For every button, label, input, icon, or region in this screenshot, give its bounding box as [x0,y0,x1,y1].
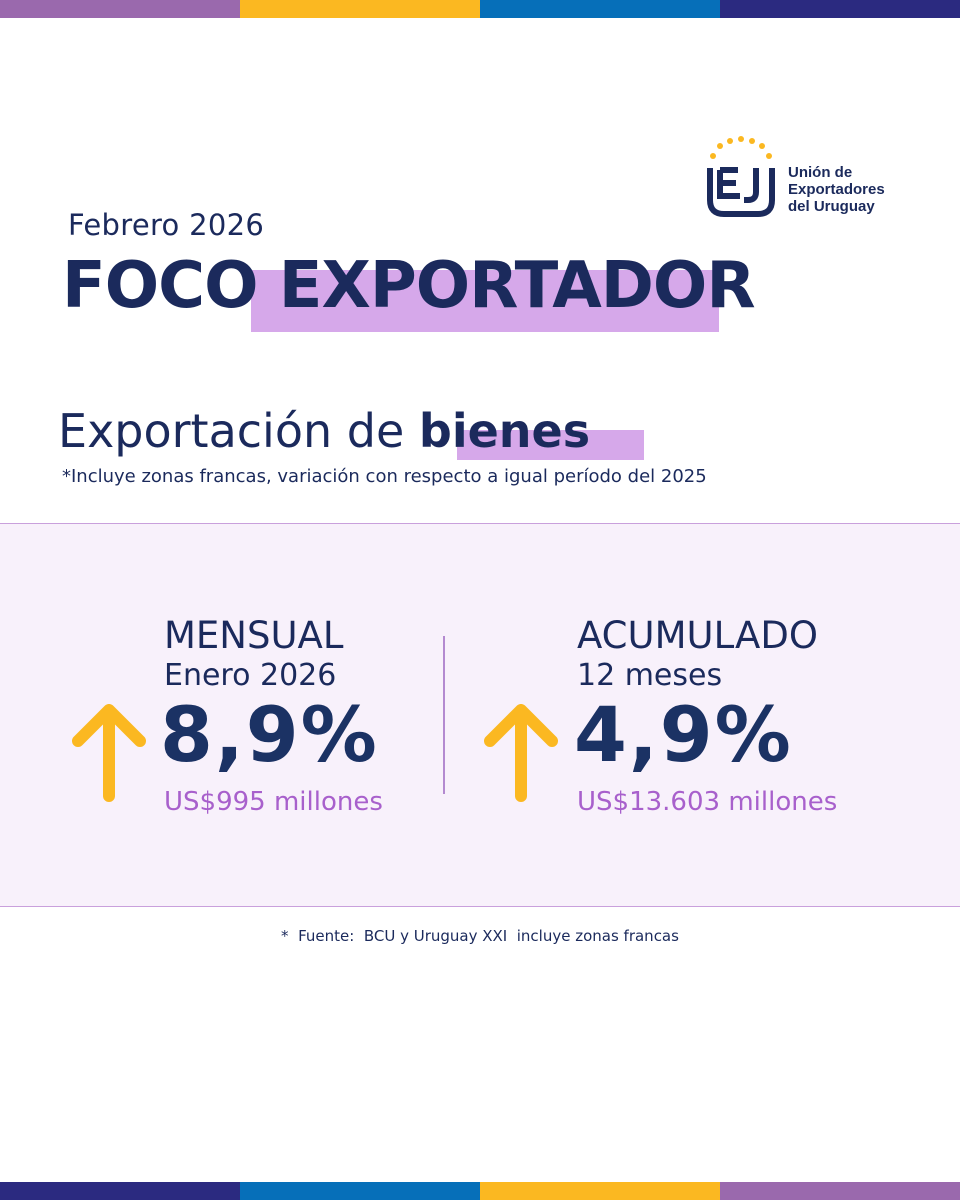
date-subtitle: Febrero 2026 [68,208,265,242]
stripe-segment [480,0,720,18]
metric-period-monthly: Enero 2026 [164,658,337,693]
metric-value-monthly: 8,9% [160,690,379,779]
stripe-segment [720,0,960,18]
section-title-bold: bienes [418,404,591,458]
section-title-highlight [457,430,644,460]
stripe-segment [240,1182,480,1200]
logo-line: del Uruguay [788,198,875,215]
title-part-2: EXPORTADOR [278,249,756,323]
section-note: *Incluye zonas francas, variación con re… [62,466,707,487]
logo-line: Unión de [788,164,853,181]
arrow-up-icon [72,704,146,802]
bottom-color-stripe [0,1182,960,1200]
logo: Unión de Exportadores del Uruguay [700,134,930,224]
stripe-segment [480,1182,720,1200]
title-part-1: FOCO [62,249,258,323]
metric-label-accumulated: ACUMULADO [577,614,818,657]
metrics-divider [443,636,445,794]
logo-name: Unión de Exportadores del Uruguay [788,164,885,215]
section-title-regular: Exportación de [58,404,405,458]
metric-amount-accumulated: US$13.603 millones [577,787,838,817]
logo-line: Exportadores [788,181,885,198]
logo-mark-icon [707,136,775,217]
section-title: Exportación de bienes [58,396,590,466]
metric-period-accumulated: 12 meses [577,658,723,693]
stripe-segment [0,1182,240,1200]
stripe-segment [0,0,240,18]
metric-label-monthly: MENSUAL [164,614,344,657]
page-title: FOCO EXPORTADOR [62,246,756,326]
metric-amount-monthly: US$995 millones [164,787,383,817]
stripe-segment [240,0,480,18]
arrow-up-icon [484,704,558,802]
metrics-panel [0,523,960,907]
title-highlight [251,270,719,332]
source-footnote: * Fuente: BCU y Uruguay XXI incluye zona… [281,927,679,945]
metric-value-accumulated: 4,9% [574,690,793,779]
stripe-segment [720,1182,960,1200]
top-color-stripe [0,0,960,18]
